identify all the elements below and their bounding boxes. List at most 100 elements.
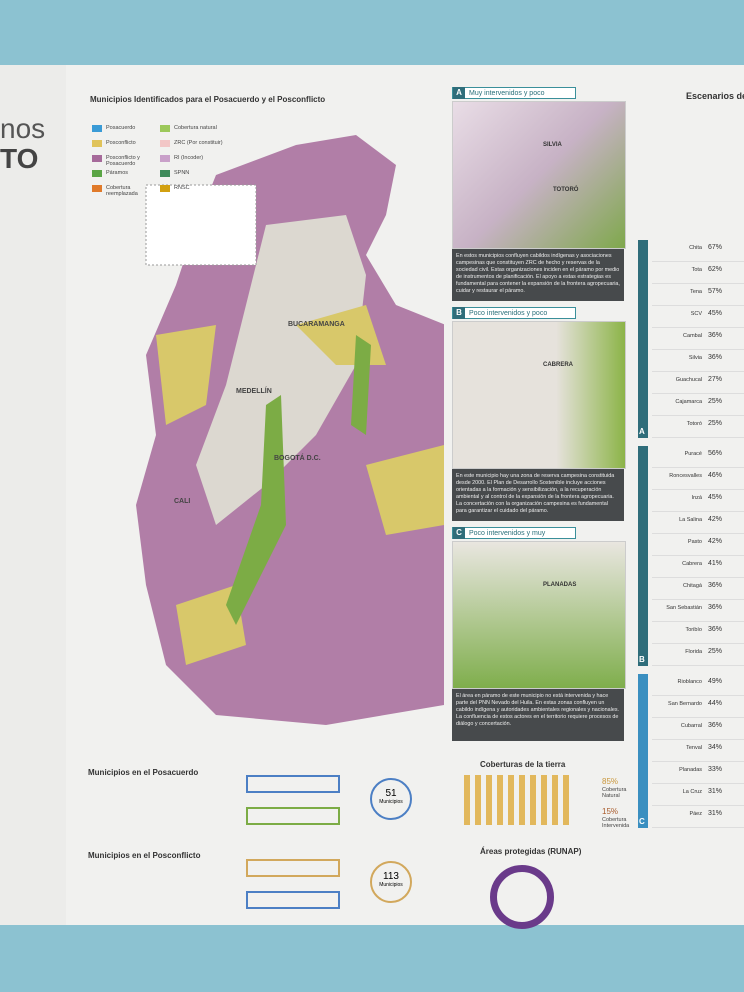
city: MEDELLÍN xyxy=(236,388,272,395)
municipio: Silvia xyxy=(688,355,702,361)
table-row: Inzá 45% xyxy=(652,490,744,512)
city: BOGOTÁ D.C. xyxy=(274,455,321,462)
table-row: Totoró 25% xyxy=(652,416,744,438)
table-row: Toribío 36% xyxy=(652,622,744,644)
table-row: San Bernardo 44% xyxy=(652,696,744,718)
municipio: Florida xyxy=(685,649,702,655)
map xyxy=(136,135,444,725)
bar-frame xyxy=(246,891,340,909)
table-row: La Salina 42% xyxy=(652,512,744,534)
table-row: Cabrera 41% xyxy=(652,556,744,578)
percent: 34% xyxy=(708,744,723,751)
municipio: Planadas xyxy=(679,767,702,773)
legend-swatch xyxy=(92,170,102,177)
percent: 57% xyxy=(708,288,723,295)
section-title: Municipios en el Posacuerdo xyxy=(88,768,199,777)
municipio: Cambal xyxy=(683,333,702,339)
right-title: Escenarios de xyxy=(686,91,744,101)
right-page: Escenarios de A Chita 67% Tota 62% Tena 57% SCV… xyxy=(630,65,744,925)
table-row: La Cruz 31% xyxy=(652,784,744,806)
legend-label: SPNN xyxy=(174,170,190,176)
panel-map: CABRERA xyxy=(452,321,626,469)
legend-swatch xyxy=(92,125,102,132)
percent: 44% xyxy=(708,700,723,707)
percent: 41% xyxy=(708,560,723,567)
municipio: Cabrera xyxy=(682,561,702,567)
municipio: Puracé xyxy=(684,451,702,457)
region-paramos xyxy=(226,335,371,625)
table-row: Pasto 42% xyxy=(652,534,744,556)
municipio: Inzá xyxy=(691,495,702,501)
legend-swatch xyxy=(92,140,102,147)
municipio: Tota xyxy=(691,267,702,273)
count: 113 xyxy=(383,871,399,882)
city: CALI xyxy=(174,498,191,505)
main-title: Municipios Identificados para el Posacue… xyxy=(90,95,326,104)
place-label: PLANADAS xyxy=(543,582,577,588)
table-row: Silvia 36% xyxy=(652,350,744,372)
pct-label: Cobertura Intervenida xyxy=(602,817,630,829)
municipio: SCV xyxy=(690,311,702,317)
main-page: Municipios Identificados para el Posacue… xyxy=(66,65,444,925)
percent: 56% xyxy=(708,450,723,457)
table-row: Florida 25% xyxy=(652,644,744,666)
municipio: Pasto xyxy=(687,539,702,545)
legend-box xyxy=(145,184,257,266)
municipio: Chitagá xyxy=(683,583,702,589)
table-row: Rioblanco 49% xyxy=(652,674,744,696)
place-label: SILVIA xyxy=(543,142,562,148)
percent: 42% xyxy=(708,538,723,545)
pct-label: Cobertura Natural xyxy=(602,787,627,799)
group-band: A xyxy=(638,240,648,438)
table-row: Planadas 33% xyxy=(652,762,744,784)
panel-text: En estos municipios confluyen cabildos i… xyxy=(452,249,624,301)
table-row: Páez 31% xyxy=(652,806,744,828)
group-letter: B xyxy=(639,655,645,664)
legend-label: Posconflicto y Posacuerdo xyxy=(106,155,140,167)
relief xyxy=(196,215,366,525)
city: BUCARAMANGA xyxy=(288,321,345,328)
percent: 67% xyxy=(708,244,723,251)
legend-swatch xyxy=(160,185,170,192)
table-row: San Sebastián 36% xyxy=(652,600,744,622)
legend-label: RI (Incoder) xyxy=(174,155,204,161)
legend-swatch xyxy=(160,155,170,162)
bar-frame xyxy=(246,807,340,825)
panels-page: Muy intervenidos y poco protegidos:ASILV… xyxy=(444,65,630,929)
percent: 31% xyxy=(708,788,723,795)
table-row: Cajamarca 25% xyxy=(652,394,744,416)
table-row: Tenval 34% xyxy=(652,740,744,762)
percent: 25% xyxy=(708,398,723,405)
municipio: Totoró xyxy=(686,421,702,427)
panel-letter: A xyxy=(453,87,465,99)
percent: 46% xyxy=(708,472,723,479)
percent: 25% xyxy=(708,648,723,655)
place-label: CABRERA xyxy=(543,362,573,368)
group-letter: C xyxy=(639,817,645,826)
municipio: Toribío xyxy=(685,627,702,633)
percent: 36% xyxy=(708,582,723,589)
panel-map: PLANADAS xyxy=(452,541,626,689)
legend-swatch xyxy=(160,140,170,147)
table-row: SCV 45% xyxy=(652,306,744,328)
municipio: Tena xyxy=(690,289,702,295)
legend-swatch xyxy=(160,125,170,132)
legend-swatch xyxy=(160,170,170,177)
bar-frame xyxy=(246,859,340,877)
count-label: Municipios xyxy=(379,882,403,888)
municipio: Tenval xyxy=(686,745,702,751)
section-title: Áreas protegidas (RUNAP) xyxy=(480,847,582,856)
municipio: Roncesvalles xyxy=(669,473,702,479)
count: 51 xyxy=(385,788,397,799)
legend-label: Páramos xyxy=(106,170,129,176)
left-page: nos TO xyxy=(0,65,66,925)
percent: 36% xyxy=(708,354,723,361)
legend-label: Cobertura natural xyxy=(174,125,217,131)
municipio: Cubarral xyxy=(680,723,702,729)
place-label: TOTORÓ xyxy=(553,187,579,193)
group-band: B xyxy=(638,446,648,666)
table-row: Cambal 36% xyxy=(652,328,744,350)
table-row: Tota 62% xyxy=(652,262,744,284)
table-row: Chita 67% xyxy=(652,240,744,262)
percent: 36% xyxy=(708,332,723,339)
